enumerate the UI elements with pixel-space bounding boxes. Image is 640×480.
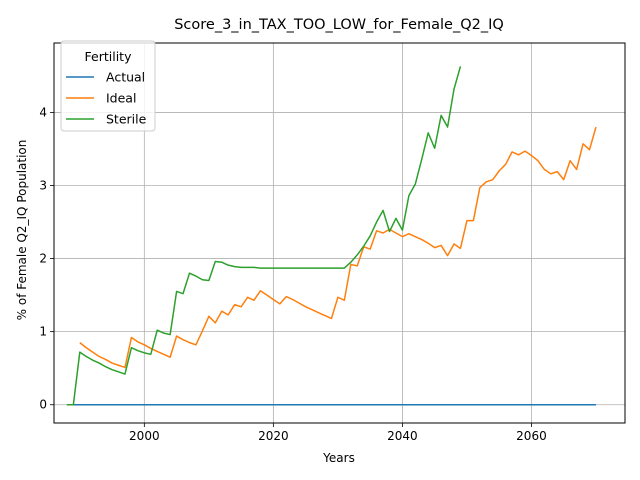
y-tick-label: 3 (39, 179, 47, 193)
x-axis-label: Years (322, 451, 355, 465)
y-tick-label: 1 (39, 325, 47, 339)
y-tick-label: 4 (39, 105, 47, 119)
series-line-ideal (79, 126, 597, 369)
plot-frame (53, 42, 626, 424)
x-tick-label: 2020 (258, 429, 289, 443)
x-tick-label: 2040 (387, 429, 418, 443)
y-tick-label: 0 (39, 398, 47, 412)
legend-label-sterile: Sterile (106, 112, 147, 127)
x-tick-label: 2000 (129, 429, 160, 443)
legend: Fertility Actual Ideal Sterile (60, 40, 156, 132)
chart-title: Score_3_in_TAX_TOO_LOW_for_Female_Q2_IQ (174, 17, 504, 33)
legend-label-actual: Actual (106, 70, 145, 85)
axes: 2000 2020 2040 2060 0 1 2 3 4 (39, 105, 546, 443)
x-tick-label: 2060 (516, 429, 547, 443)
legend-title: Fertility (85, 49, 133, 64)
legend-box (60, 40, 156, 132)
y-axis-label: % of Female Q2_IQ Population (15, 140, 29, 321)
series-line-sterile (66, 66, 462, 406)
y-tick-label: 2 (39, 252, 47, 266)
legend-label-ideal: Ideal (106, 91, 136, 106)
series-lines (66, 66, 597, 406)
